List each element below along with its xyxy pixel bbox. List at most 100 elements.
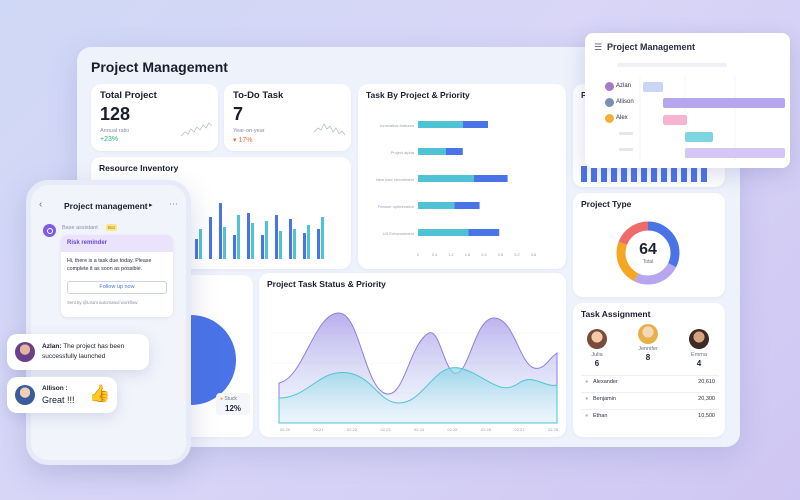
table-row[interactable]: ● Alexander 20,610: [581, 375, 719, 387]
x-tick-label: 02.25: [447, 427, 458, 432]
phone-header-title: Project management: [64, 201, 148, 211]
task-by-project-chart: Innovative features Project alpha New user…: [376, 121, 537, 257]
total-project-sparkline: [181, 122, 213, 137]
caret-right-icon[interactable]: ▸: [149, 202, 153, 209]
dashboard-title: Project Management: [91, 59, 228, 75]
status-donut-chart: [191, 315, 236, 405]
todo-task-delta: 17%: [238, 137, 253, 144]
bar: [223, 227, 226, 259]
row-name: Benjamin: [593, 396, 616, 402]
person-jennifer[interactable]: [638, 324, 660, 346]
avatar: [605, 114, 614, 123]
gantt-panel[interactable]: ☰ Project Management Azlan Allison Alex: [585, 33, 790, 168]
project-type-card[interactable]: Project Type 64 Total: [573, 193, 725, 297]
more-icon[interactable]: ⋯: [169, 199, 178, 209]
bar: [195, 239, 198, 259]
task-assignment-card[interactable]: Task Assignment Julia 6 Jennifer 8 Emma …: [573, 303, 725, 437]
gantt-header-bar: [617, 63, 727, 67]
chat-bubble-azlan[interactable]: Azlan: The project has been successfully…: [7, 334, 149, 370]
row-value: 10,500: [698, 413, 715, 419]
follow-up-button[interactable]: Follow up now: [67, 281, 167, 294]
resource-inventory-title: Resource Inventory: [99, 163, 179, 173]
avatar: [15, 385, 35, 405]
donut-segment-purple: [616, 221, 680, 285]
task-status-card[interactable]: Project Task Status & Priority 02.20 02.2…: [259, 273, 566, 437]
bar: [209, 217, 212, 259]
bar: [468, 229, 500, 236]
avatar: [15, 342, 35, 362]
project-type-label: Total: [642, 259, 654, 265]
table-row[interactable]: ● Ethan 10,500: [581, 409, 719, 421]
bar: [474, 175, 508, 182]
chat-text: The project has been successfully launch…: [42, 343, 125, 360]
reminder-text: Hi, there is a task due today. Please co…: [67, 258, 152, 272]
x-tick-label: 1.6: [465, 252, 471, 257]
person-count: 4: [696, 359, 702, 368]
person-name: Emma: [691, 352, 707, 358]
x-tick-label: 0.4: [432, 252, 438, 257]
bar: [462, 121, 488, 128]
truncated-chart-title: P: [581, 90, 587, 100]
reminder-card: Risk reminder Hi, there is a task due to…: [61, 235, 173, 317]
x-tick-label: 02.21: [313, 427, 324, 432]
gantt-person-label: Allison: [616, 99, 634, 105]
project-type-value: 64: [639, 241, 657, 258]
bar: [293, 229, 296, 259]
x-tick-label: 02.27: [514, 427, 525, 432]
todo-task-card[interactable]: To-Do Task 7 Year-on-year ▾ 17%: [224, 84, 351, 151]
table-row[interactable]: ● Benjamin 20,300: [581, 392, 719, 404]
task-by-project-card[interactable]: Task By Project & Priority Innovative fe…: [358, 84, 566, 269]
bar: [279, 231, 282, 259]
gantt-bar: [663, 115, 687, 125]
person-emma[interactable]: [689, 329, 711, 351]
chat-sender: Allison :: [42, 385, 68, 392]
x-tick-label: 02.22: [347, 427, 358, 432]
total-project-sub: Annual ratio: [100, 128, 130, 134]
avatar: [587, 329, 607, 349]
task-assignment-title: Task Assignment: [581, 309, 651, 319]
x-tick-label: 0: [417, 252, 420, 257]
row-value: 20,300: [698, 396, 715, 402]
thumbs-up-icon: 👍: [89, 384, 111, 403]
bar: [307, 225, 310, 259]
bar: [251, 223, 254, 259]
bar: [233, 235, 236, 259]
stuck-value: 12%: [225, 404, 242, 413]
assistant-name: Base assistant: [62, 225, 98, 231]
x-tick-label: 3.2: [514, 252, 520, 257]
person-count: 6: [594, 359, 600, 368]
bar: [265, 221, 268, 259]
chat-bubble-allison[interactable]: Allison : Great !!! 👍: [7, 377, 117, 413]
bar: [418, 121, 463, 128]
x-tick-label: 02.26: [481, 427, 492, 432]
bar: [303, 233, 306, 259]
total-project-value: 128: [100, 104, 131, 124]
x-tick-label: 02.20: [280, 427, 291, 432]
x-tick-label: 3.6: [531, 252, 537, 257]
bar: [454, 202, 480, 209]
bar: [219, 203, 222, 259]
total-project-card[interactable]: Total Project 128 Annual ratio +23%: [91, 84, 218, 151]
back-chevron-icon[interactable]: ‹: [39, 199, 43, 210]
gantt-bar: [663, 98, 785, 108]
task-status-title: Project Task Status & Priority: [267, 279, 386, 289]
avatar: [605, 82, 614, 91]
category-label: Project alpha: [391, 150, 415, 155]
bar: [289, 219, 292, 259]
bar: [199, 229, 202, 259]
donut-segment-orange: [616, 221, 680, 285]
phone-frame: ‹ Project management ▸ ⋯ Base assistant …: [26, 180, 191, 465]
gantt-list-icon: ☰: [594, 42, 603, 52]
reminder-title: Risk reminder: [67, 240, 108, 246]
todo-task-value: 7: [233, 104, 244, 124]
gantt-bar: [643, 82, 663, 92]
gantt-chart: [619, 75, 785, 161]
chat-sender: Azlan:: [42, 343, 62, 350]
task-by-project-title: Task By Project & Priority: [366, 90, 470, 100]
task-status-chart: 02.20 02.21 02.22 02.23 02.24 02.25 02.26 02.27…: [271, 312, 559, 432]
reminder-footer: Sent by @Lisa's automated workflow: [67, 300, 138, 305]
person-julia[interactable]: [587, 329, 609, 351]
person-name: Julia: [591, 352, 603, 358]
total-project-delta: +23%: [100, 136, 119, 143]
row-value: 20,610: [698, 379, 715, 385]
